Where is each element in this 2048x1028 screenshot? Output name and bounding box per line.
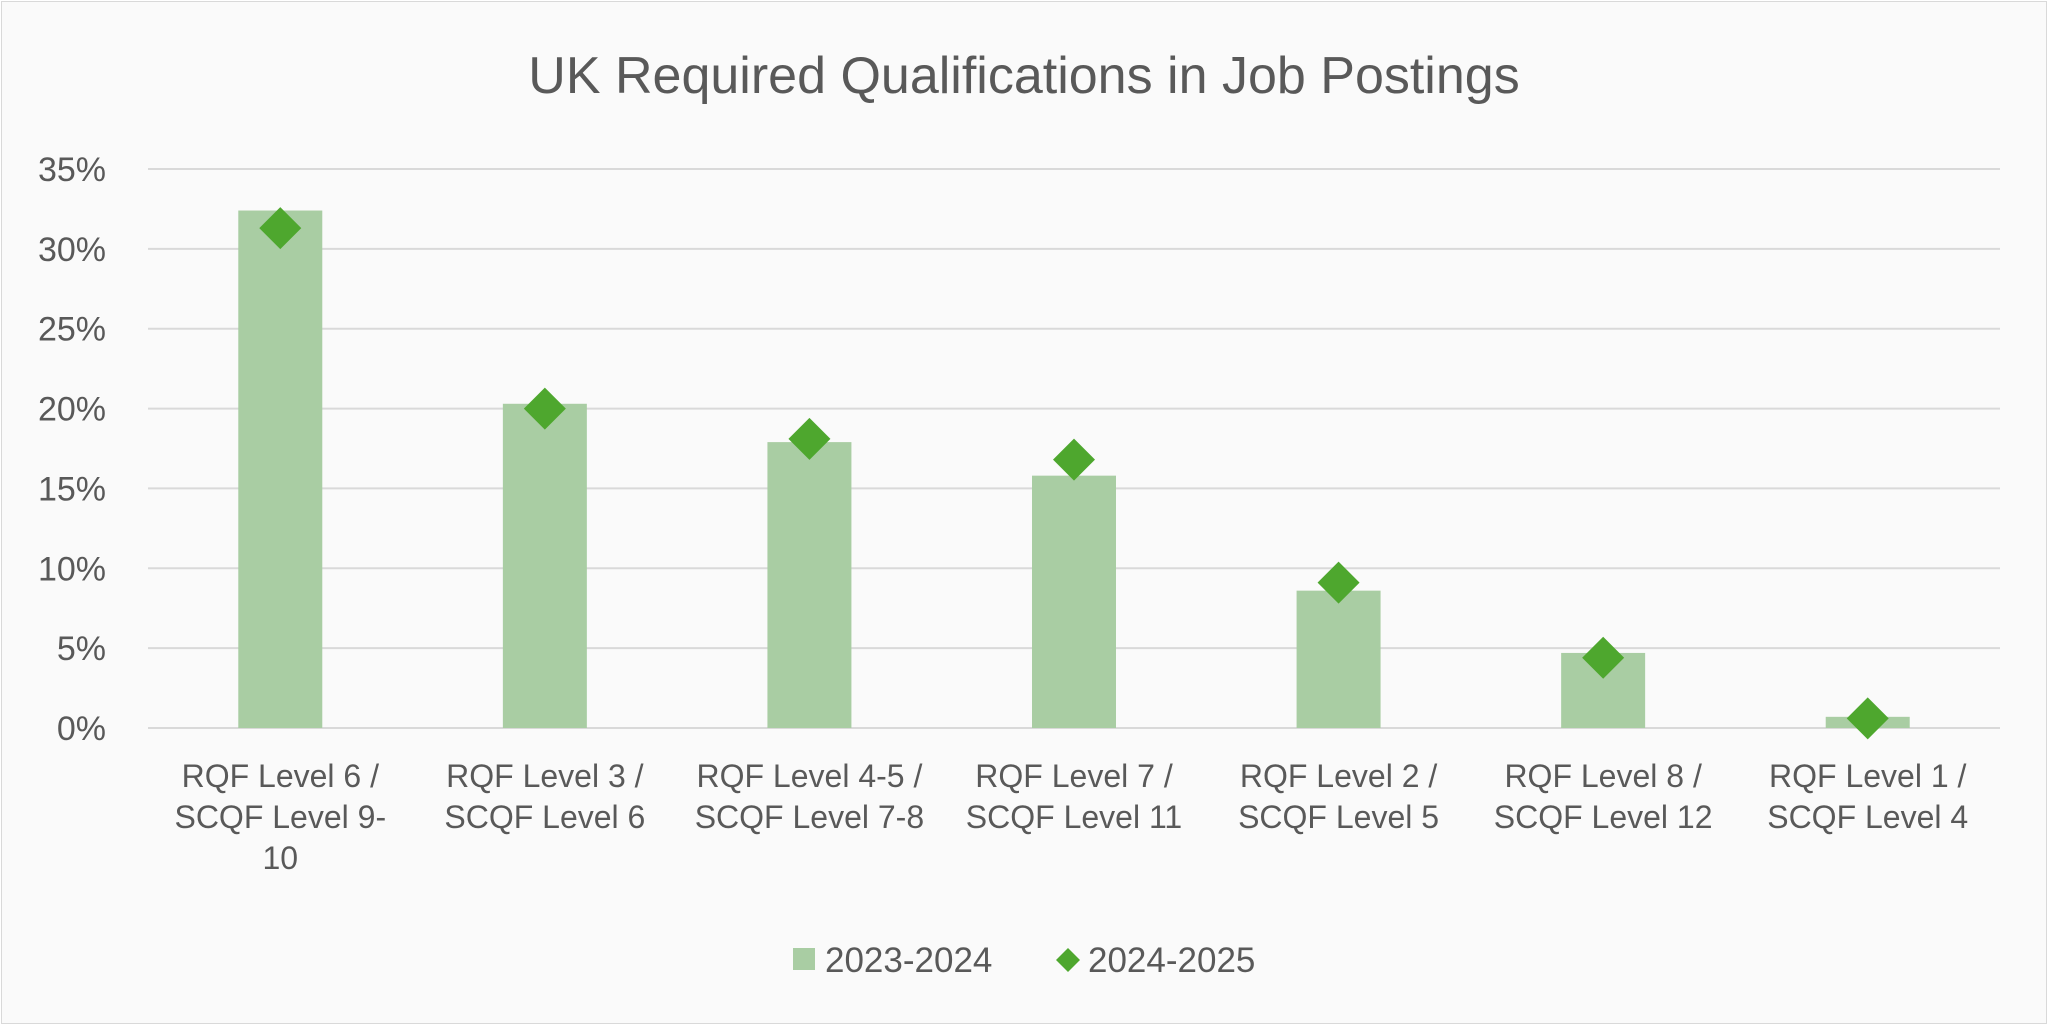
bar-series <box>238 210 1910 729</box>
x-category-label: RQF Level 2 /SCQF Level 5 <box>1238 758 1439 835</box>
x-axis-category-labels: RQF Level 6 /SCQF Level 9-10 RQF Level 3 … <box>174 758 1968 876</box>
chart-title: UK Required Qualifications in Job Postin… <box>528 47 1519 105</box>
bar-2023-2024 <box>502 403 587 728</box>
marker-2024-2025 <box>523 387 566 430</box>
x-category-label: RQF Level 6 /SCQF Level 9-10 <box>174 758 386 876</box>
legend: 2023-2024 2024-2025 <box>793 941 1255 980</box>
marker-2024-2025 <box>1846 697 1889 740</box>
y-tick-label: 35% <box>38 151 106 189</box>
legend-label-series-2: 2024-2025 <box>1088 941 1255 980</box>
bar-2023-2024 <box>1296 590 1381 728</box>
y-tick-label: 20% <box>38 391 106 429</box>
x-category-label: RQF Level 8 /SCQF Level 12 <box>1494 758 1713 835</box>
y-tick-label: 0% <box>57 710 106 748</box>
y-tick-label: 10% <box>38 550 106 588</box>
y-tick-label: 25% <box>38 311 106 349</box>
x-category-label: RQF Level 7 /SCQF Level 11 <box>966 758 1182 835</box>
marker-2024-2025 <box>1582 636 1625 679</box>
legend-label-series-1: 2023-2024 <box>825 941 992 980</box>
y-tick-label: 15% <box>38 470 106 508</box>
bar-2023-2024 <box>238 210 323 729</box>
y-axis-tick-labels: 0% 5% 10% 15% 20% 25% 30% 35% <box>38 151 106 748</box>
marker-2024-2025 <box>259 207 302 250</box>
y-tick-label: 5% <box>57 630 106 668</box>
legend-swatch-diamond <box>1056 948 1080 972</box>
marker-series <box>259 207 1889 740</box>
x-category-label: RQF Level 4-5 /SCQF Level 7-8 <box>695 758 924 835</box>
y-tick-label: 30% <box>38 231 106 269</box>
x-category-label: RQF Level 1 /SCQF Level 4 <box>1767 758 1968 835</box>
bar-2023-2024 <box>1032 475 1116 728</box>
marker-2024-2025 <box>1053 438 1095 481</box>
x-category-label: RQF Level 3 /SCQF Level 6 <box>444 758 645 835</box>
marker-2024-2025 <box>788 417 831 460</box>
marker-2024-2025 <box>1317 561 1360 604</box>
legend-swatch-bar <box>793 948 815 970</box>
bar-2023-2024 <box>767 442 852 728</box>
